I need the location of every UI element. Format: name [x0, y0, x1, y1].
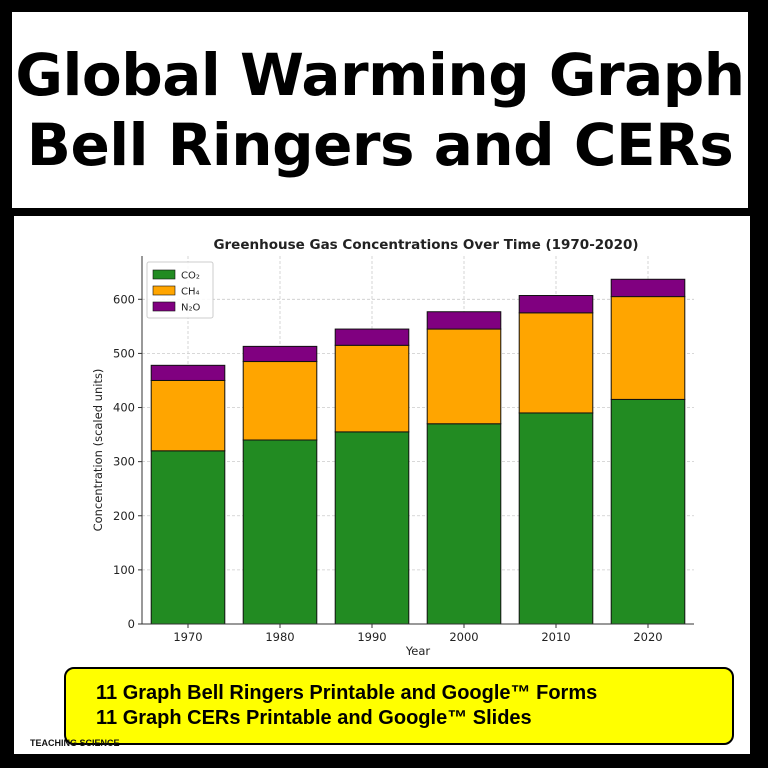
bar-ch4-2000 — [426, 328, 502, 425]
bar-n2o-1980 — [242, 345, 318, 363]
y-tick-label: 600 — [113, 292, 135, 306]
y-tick-label: 300 — [113, 455, 135, 469]
y-tick-label: 400 — [113, 401, 135, 415]
title-box: Global Warming Graph Bell Ringers and CE… — [12, 12, 748, 208]
y-tick-label: 100 — [113, 563, 135, 577]
bar-n2o-1990 — [334, 328, 410, 346]
legend-label-ch4: CH₄ — [181, 287, 200, 298]
bar-co2-1980 — [242, 439, 318, 625]
bar-n2o-1970 — [150, 364, 226, 381]
bar-n2o-2020 — [610, 278, 686, 298]
x-tick-label: 2000 — [449, 630, 478, 644]
banner-line-2: 11 Graph CERs Printable and Google™ Slid… — [96, 707, 532, 729]
bar-ch4-1980 — [242, 361, 318, 441]
bar-n2o-2010 — [518, 295, 594, 314]
bar-co2-2000 — [426, 423, 502, 625]
bar-co2-2010 — [518, 412, 594, 625]
title-line-1: Global Warming Graph — [15, 41, 745, 109]
chart-panel: Greenhouse Gas Concentrations Over Time … — [14, 216, 750, 754]
bar-ch4-1970 — [150, 379, 226, 452]
y-tick-label: 200 — [113, 509, 135, 523]
y-axis-label: Concentration (scaled units) — [91, 369, 105, 532]
x-tick-label: 2020 — [633, 630, 662, 644]
legend-swatch-co2 — [152, 269, 176, 280]
x-tick-label: 1970 — [173, 630, 202, 644]
y-tick-label: 0 — [128, 617, 135, 631]
banner-line-1: 11 Graph Bell Ringers Printable and Goog… — [96, 682, 598, 704]
legend-swatch-n2o — [152, 301, 176, 312]
brand-logo-text: TEACHING SCIENCE — [30, 738, 120, 748]
bar-ch4-2010 — [518, 312, 594, 414]
bar-ch4-2020 — [610, 296, 686, 400]
bar-co2-1990 — [334, 431, 410, 625]
product-banner: 11 Graph Bell Ringers Printable and Goog… — [64, 667, 734, 745]
bar-ch4-1990 — [334, 344, 410, 433]
x-axis-label: Year — [405, 644, 431, 658]
x-tick-label: 2010 — [541, 630, 570, 644]
x-tick-label: 1990 — [357, 630, 386, 644]
chart-title: Greenhouse Gas Concentrations Over Time … — [213, 237, 638, 253]
legend-label-n2o: N₂O — [181, 303, 200, 314]
bar-n2o-2000 — [426, 311, 502, 330]
y-tick-label: 500 — [113, 346, 135, 360]
title-line-2: Bell Ringers and CERs — [26, 111, 734, 179]
bar-chart: Greenhouse Gas Concentrations Over Time … — [91, 237, 694, 658]
bar-co2-1970 — [150, 450, 226, 625]
x-tick-label: 1980 — [265, 630, 294, 644]
legend-swatch-ch4 — [152, 285, 176, 296]
legend-label-co2: CO₂ — [181, 271, 200, 282]
bar-co2-2020 — [610, 398, 686, 625]
